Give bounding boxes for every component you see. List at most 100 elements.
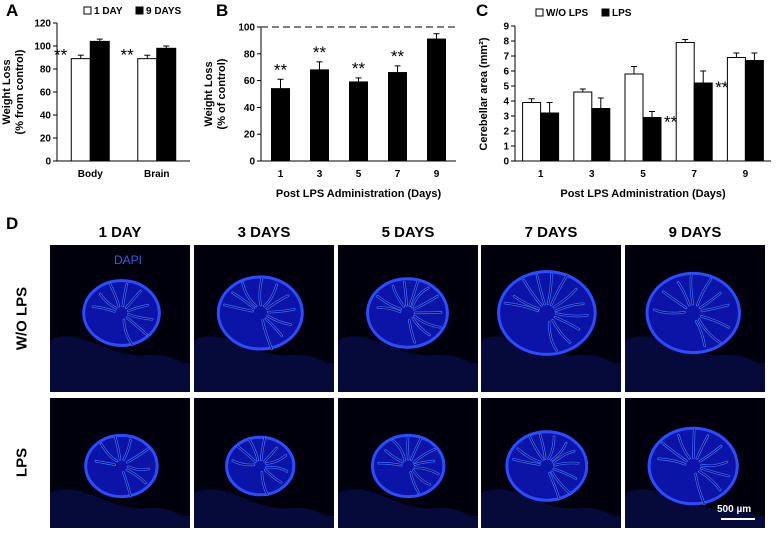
folium-core (127, 304, 149, 312)
bar (693, 82, 713, 162)
folium-core (661, 442, 687, 462)
folium-core (699, 471, 721, 491)
folium-core (696, 278, 712, 306)
y-tick-label: 120 (34, 19, 51, 30)
micrograph-tile (338, 245, 478, 392)
micrograph-tile (481, 245, 621, 392)
bar (726, 57, 746, 162)
x-tick-label: Body (78, 169, 103, 180)
folium-core (126, 317, 148, 335)
folium-core (701, 461, 728, 467)
panel-b-ylabel: Weight Loss (% of control) (203, 58, 228, 129)
folium-core (122, 472, 132, 497)
folium-core (413, 315, 441, 328)
folium-core (407, 435, 409, 460)
cerebellum-folia (645, 271, 741, 355)
panel-b: B Weight Loss (% of control) 0 20 40 60 80 100… (203, 1, 456, 200)
folium-core (699, 445, 722, 462)
panel-c-ylabel: Cerebellar area (mm²) (478, 37, 490, 150)
folium-core (378, 462, 402, 466)
y-axis-label: Weight Loss (203, 61, 215, 126)
micrograph-tile: DAPI (50, 245, 190, 392)
panel-a-ylabel: Weight Loss (% from control) (1, 49, 26, 134)
x-tick-label: 7 (691, 169, 697, 180)
folium-core (392, 439, 406, 461)
panel-c: C Cerebellar area (mm²) 0 1 2 3 4 5 6 7 8 9 1 3 5 7 9 P… (476, 1, 771, 200)
micrograph-tile (481, 398, 621, 528)
folium-core (259, 277, 263, 306)
folium-core (513, 295, 540, 310)
folium-core (662, 291, 687, 309)
micrograph-image (338, 398, 478, 528)
x-tick-label: 9 (743, 169, 749, 180)
panel-a-bars: ** ** (54, 38, 177, 162)
brainstem-tissue (625, 336, 765, 392)
folium-core (695, 320, 706, 347)
micrograph-image (194, 245, 334, 392)
significance-marker: ** (664, 113, 678, 132)
y-tick-label: 2 (503, 127, 509, 138)
brainstem-tissue (481, 489, 621, 528)
y-tick-label: 100 (34, 42, 51, 53)
folium-core (552, 319, 571, 343)
folium-core (408, 319, 416, 343)
cerebellum-folia (497, 270, 597, 356)
folium-core (547, 273, 552, 305)
folium-core (555, 313, 588, 317)
y-tick-label: 40 (40, 111, 52, 122)
y-tick-label: 1 (503, 142, 509, 153)
brainstem-tissue (481, 336, 621, 392)
folium-core (701, 304, 729, 312)
scale-bar-label: 500 µm (717, 504, 752, 515)
panel-letter-b: B (216, 1, 228, 20)
cerebellum-folia (84, 433, 159, 499)
folium-core (385, 450, 404, 463)
stain-label: DAPI (114, 253, 143, 267)
folium-core (548, 472, 560, 500)
x-axis-label: Post LPS Administration (Days) (560, 188, 726, 200)
micrograph-image (50, 398, 190, 528)
folium-core (414, 460, 435, 466)
micrograph-image (50, 245, 190, 392)
folium-core (699, 292, 721, 309)
folium-core (553, 450, 575, 463)
brainstem-tissue (338, 336, 478, 392)
bar (540, 112, 560, 162)
folium-core (677, 281, 690, 306)
cerebellum-folia (216, 275, 304, 351)
legend-label: 1 DAY (94, 6, 123, 17)
folium-core (223, 304, 253, 312)
significance-marker: ** (391, 47, 405, 66)
cerebellum-outline (84, 433, 159, 499)
micrograph-image (338, 245, 478, 392)
y-tick-label: 40 (244, 103, 256, 114)
significance-marker: ** (715, 78, 729, 97)
folium-core (529, 435, 544, 460)
folium-core (266, 466, 288, 472)
cerebellum-folia (82, 279, 161, 347)
bar (624, 73, 644, 162)
row-label-2: LPS (13, 447, 31, 478)
folium-core (236, 445, 256, 463)
panel-b-bars: ** ** ** ** (271, 33, 446, 162)
folium-core (517, 448, 541, 463)
significance-marker: ** (121, 46, 135, 65)
folium-core (412, 469, 431, 486)
panel-letter-a: A (6, 1, 18, 20)
cerebellum-outline (216, 275, 304, 351)
brainstem-tissue (194, 489, 334, 528)
cerebellum-outline (645, 271, 741, 355)
y-tick-label: 6 (503, 67, 509, 78)
scale-bar (721, 518, 755, 520)
folium-core (100, 443, 118, 462)
folium-core (95, 460, 116, 466)
folium-core (653, 309, 685, 314)
x-tick-label: 5 (640, 169, 646, 180)
y-tick-label: 20 (40, 134, 52, 145)
panel-b-axis: 0 20 40 60 80 100 1 3 5 7 9 Post LPS Administration… (238, 23, 456, 200)
folium-core (536, 274, 545, 305)
y-tick-label: 7 (503, 52, 509, 63)
folium-core (264, 447, 277, 462)
cerebellum-folia (371, 433, 446, 499)
folium-core (263, 284, 278, 307)
